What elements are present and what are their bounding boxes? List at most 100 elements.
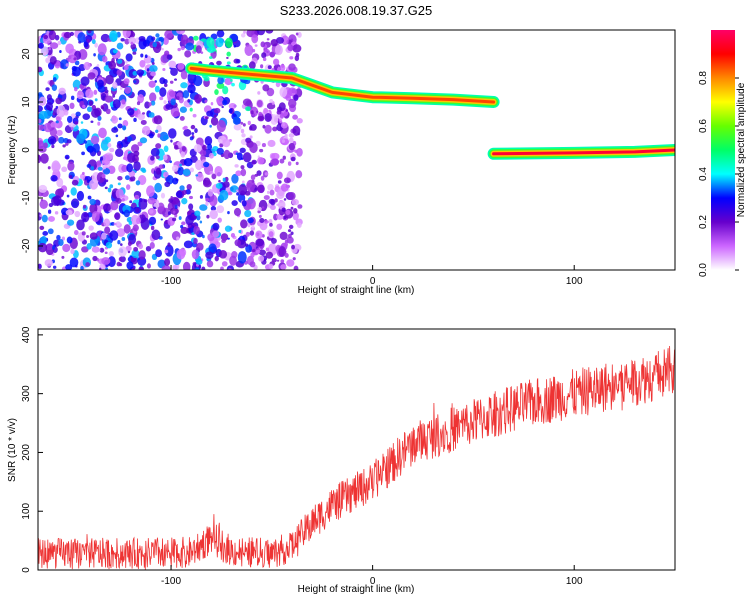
noise-cell — [55, 105, 59, 109]
snr-x-label: Height of straight line (km) — [298, 584, 415, 595]
noise-cell — [277, 180, 282, 184]
noise-cell — [280, 122, 288, 129]
noise-cell — [214, 255, 219, 262]
noise-cell — [146, 68, 150, 72]
noise-cell — [68, 174, 73, 179]
noise-cell — [110, 200, 119, 211]
noise-cell — [117, 182, 121, 186]
noise-cell — [118, 117, 122, 121]
noise-cell — [122, 30, 131, 39]
noise-cell — [208, 243, 217, 254]
spectrogram-ytick-label: -10 — [21, 190, 32, 205]
noise-cell — [68, 54, 77, 64]
noise-cell — [182, 90, 190, 99]
noise-cell — [185, 214, 194, 226]
noise-cell — [274, 44, 283, 56]
noise-cell — [123, 224, 131, 234]
noise-cell — [114, 148, 124, 157]
noise-cell — [246, 198, 256, 210]
noise-cell — [111, 115, 119, 124]
noise-cell — [124, 175, 130, 181]
noise-cell — [87, 195, 92, 200]
noise-cell — [140, 119, 147, 125]
noise-cell — [206, 37, 215, 48]
noise-cell — [62, 243, 71, 253]
noise-cell — [128, 220, 133, 225]
noise-cell — [70, 95, 75, 101]
noise-cell — [280, 129, 285, 134]
noise-cell — [233, 207, 242, 217]
noise-cell — [146, 185, 155, 197]
noise-cell — [231, 200, 238, 206]
noise-cell — [98, 127, 107, 139]
noise-cell — [134, 194, 140, 200]
noise-cell — [191, 249, 200, 260]
noise-cell — [204, 99, 208, 103]
noise-cell — [159, 87, 167, 97]
noise-cell — [62, 144, 66, 148]
noise-cell — [214, 89, 219, 96]
noise-cell — [74, 60, 80, 66]
noise-cell — [291, 244, 295, 250]
noise-cell — [203, 161, 210, 168]
noise-cell — [216, 60, 222, 66]
noise-cell — [209, 209, 219, 220]
noise-cell — [102, 55, 108, 63]
noise-cell — [67, 161, 75, 172]
noise-cell — [111, 127, 119, 133]
noise-cell — [61, 255, 65, 259]
noise-cell — [244, 209, 252, 218]
noise-cell — [292, 257, 296, 261]
noise-cell — [222, 99, 228, 106]
noise-cell — [144, 101, 150, 109]
noise-cell — [245, 231, 250, 237]
noise-cell — [199, 194, 204, 199]
noise-cell — [249, 135, 253, 139]
noise-cell — [73, 57, 77, 61]
noise-cell — [212, 222, 220, 231]
noise-cell — [276, 110, 282, 115]
noise-cell — [203, 76, 210, 82]
noise-cell — [267, 139, 276, 148]
noise-cell — [279, 112, 285, 119]
noise-cell — [216, 96, 224, 105]
noise-cell — [230, 78, 233, 82]
noise-cell — [72, 79, 81, 90]
noise-cell — [228, 108, 233, 114]
noise-cell — [270, 152, 280, 160]
noise-cell — [181, 221, 186, 226]
noise-cell — [207, 143, 213, 151]
noise-cell — [38, 110, 48, 120]
noise-cell — [141, 125, 151, 136]
noise-cell — [249, 230, 255, 236]
noise-cell — [256, 30, 266, 36]
noise-cell — [69, 102, 75, 110]
noise-cell — [48, 202, 54, 208]
noise-cell — [230, 232, 236, 238]
noise-cell — [246, 179, 256, 193]
noise-cell — [268, 218, 273, 225]
noise-cell — [59, 49, 62, 54]
colorbar-gradient — [711, 30, 735, 270]
noise-cell — [256, 99, 263, 108]
noise-cell — [71, 179, 79, 186]
noise-cell — [38, 124, 45, 131]
noise-cell — [114, 212, 121, 220]
noise-cell — [155, 249, 163, 258]
noise-cell — [56, 105, 66, 118]
noise-cell — [49, 56, 57, 65]
carrier-line-band — [492, 148, 675, 156]
noise-cell — [241, 180, 245, 184]
noise-cell — [264, 112, 272, 122]
noise-cell — [268, 231, 274, 237]
noise-cell — [180, 226, 189, 235]
noise-cell — [287, 161, 292, 166]
noise-cell — [280, 259, 285, 264]
noise-cell — [40, 235, 48, 245]
noise-cell — [101, 173, 106, 179]
noise-cell — [55, 120, 59, 124]
noise-cell — [48, 46, 51, 51]
noise-cell — [269, 222, 273, 227]
noise-cell — [102, 167, 111, 175]
